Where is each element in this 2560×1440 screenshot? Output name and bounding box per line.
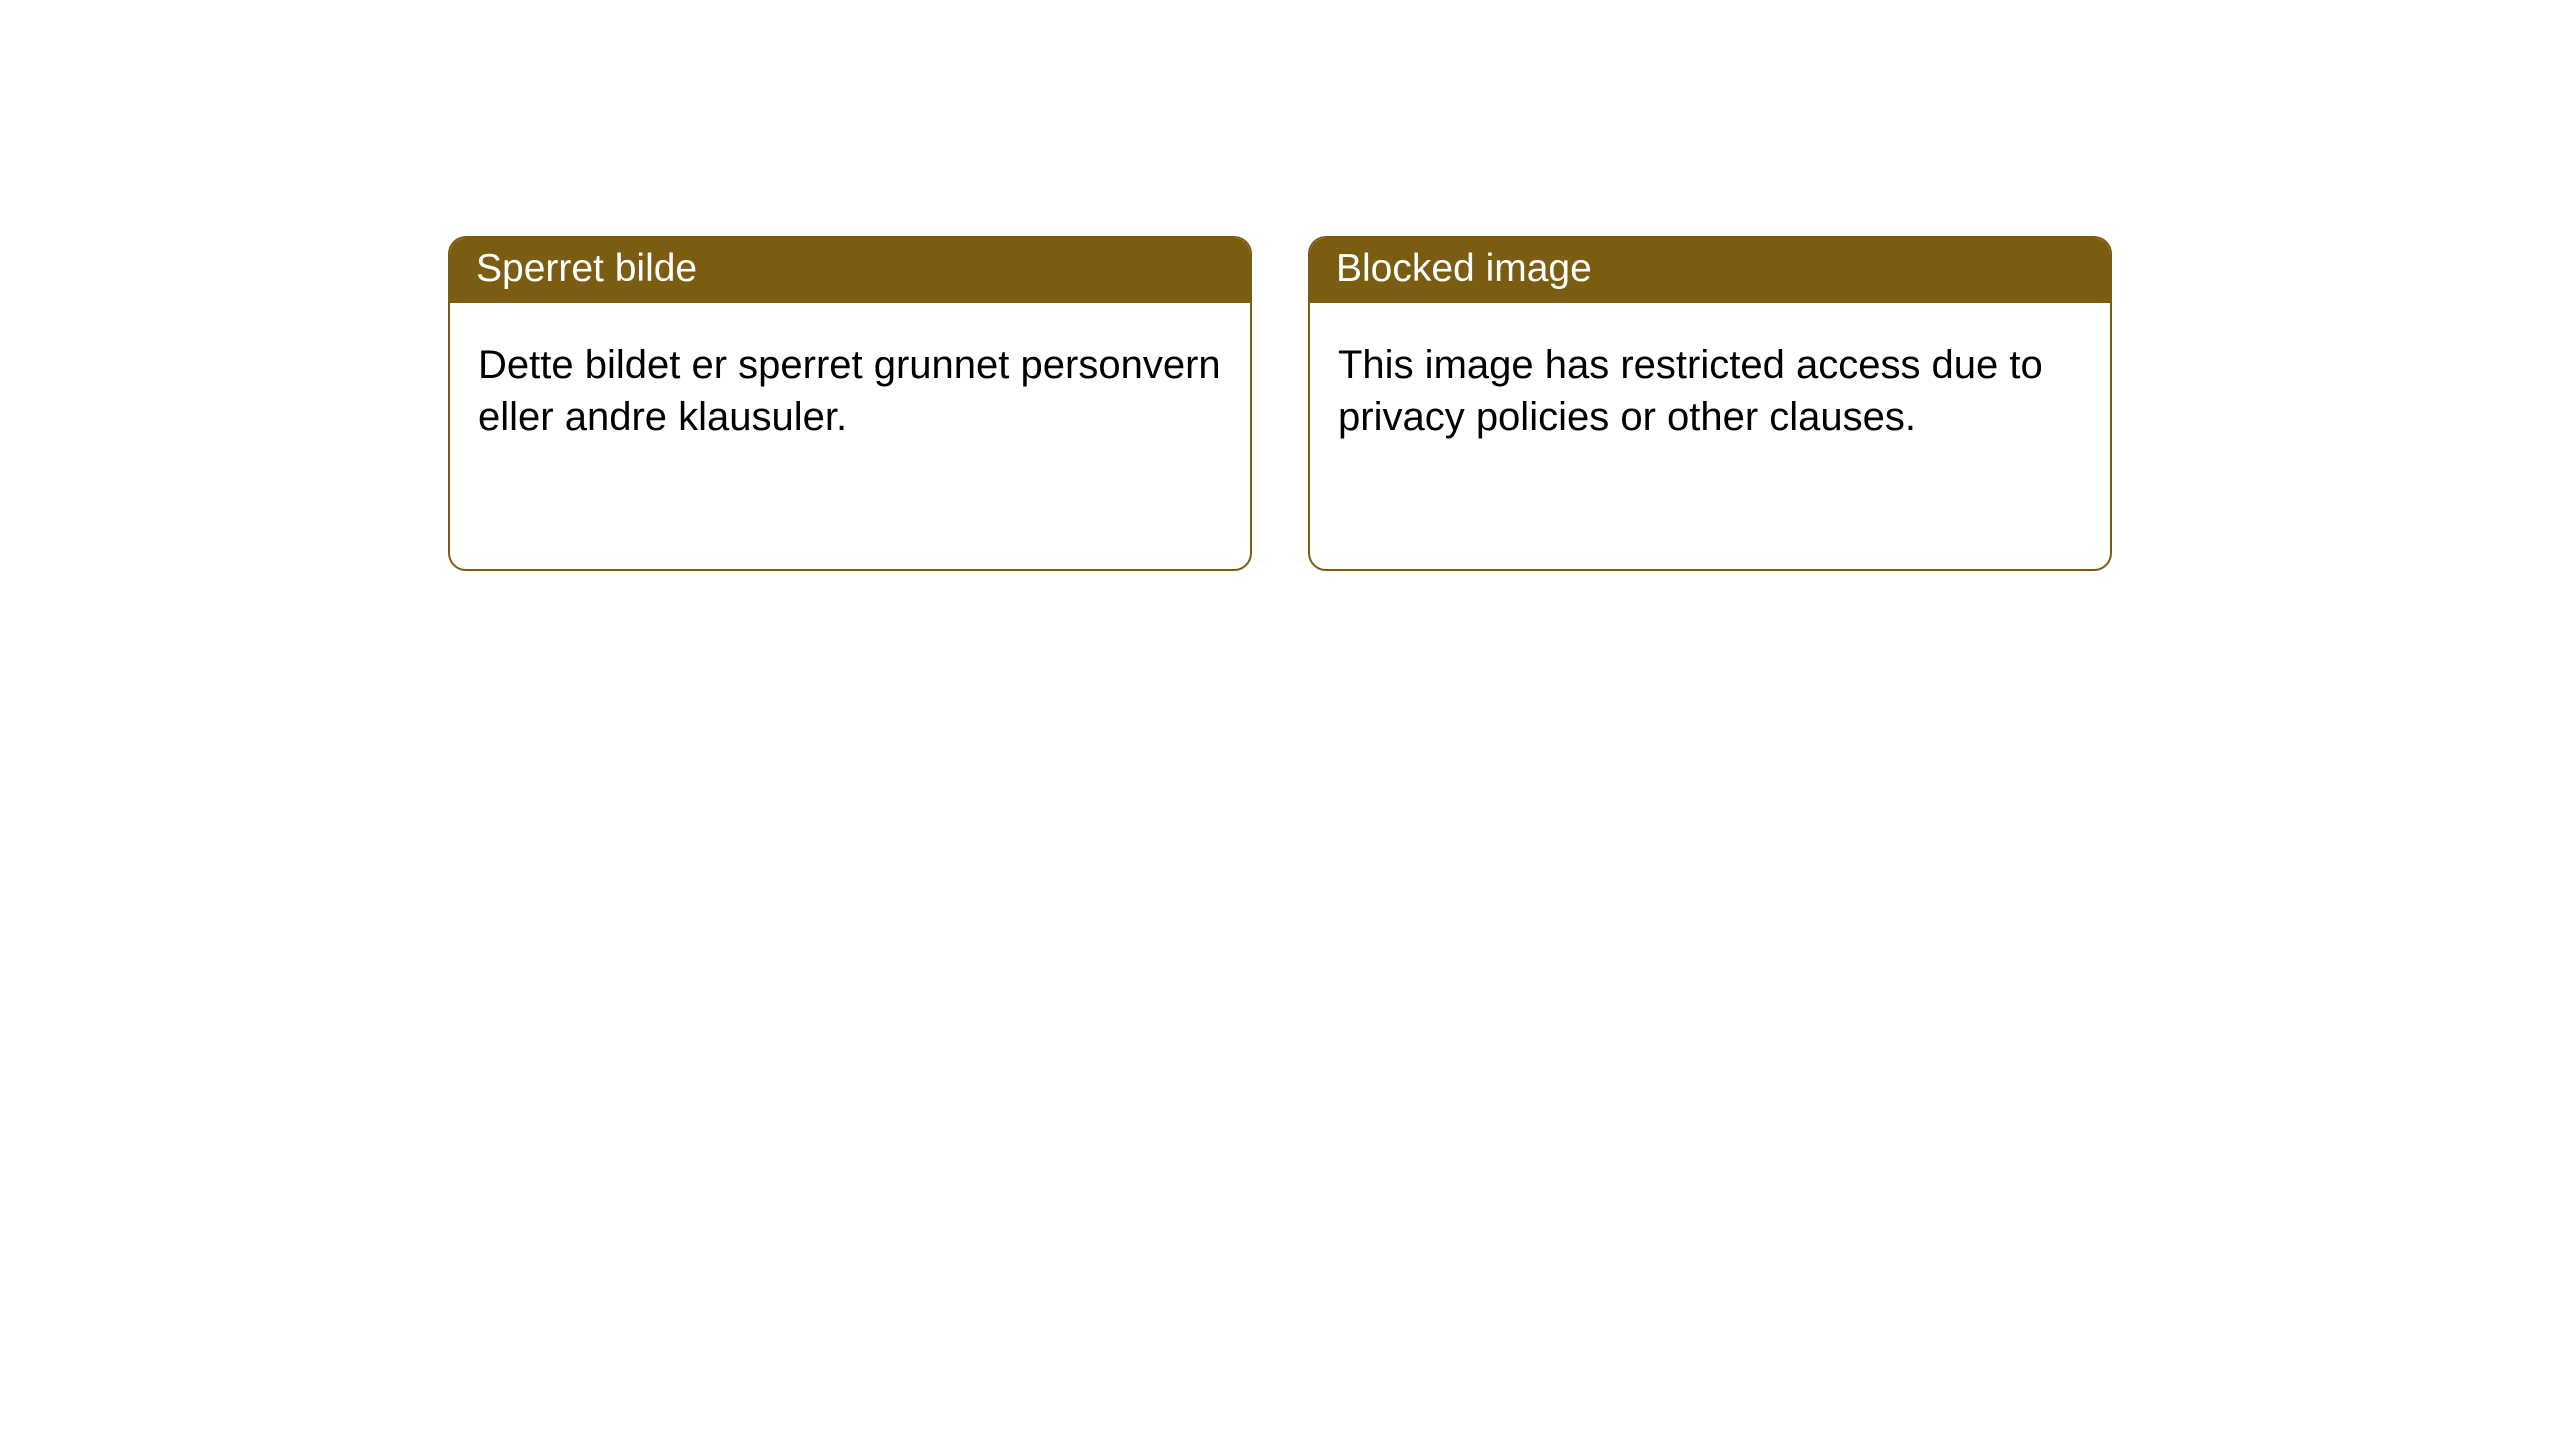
notice-card-norwegian: Sperret bilde Dette bildet er sperret gr… [448,236,1252,571]
notice-card-english: Blocked image This image has restricted … [1308,236,2112,571]
notice-container: Sperret bilde Dette bildet er sperret gr… [0,0,2560,571]
notice-title-english: Blocked image [1310,238,2110,303]
notice-title-norwegian: Sperret bilde [450,238,1250,303]
notice-body-norwegian: Dette bildet er sperret grunnet personve… [450,303,1250,479]
notice-body-english: This image has restricted access due to … [1310,303,2110,479]
